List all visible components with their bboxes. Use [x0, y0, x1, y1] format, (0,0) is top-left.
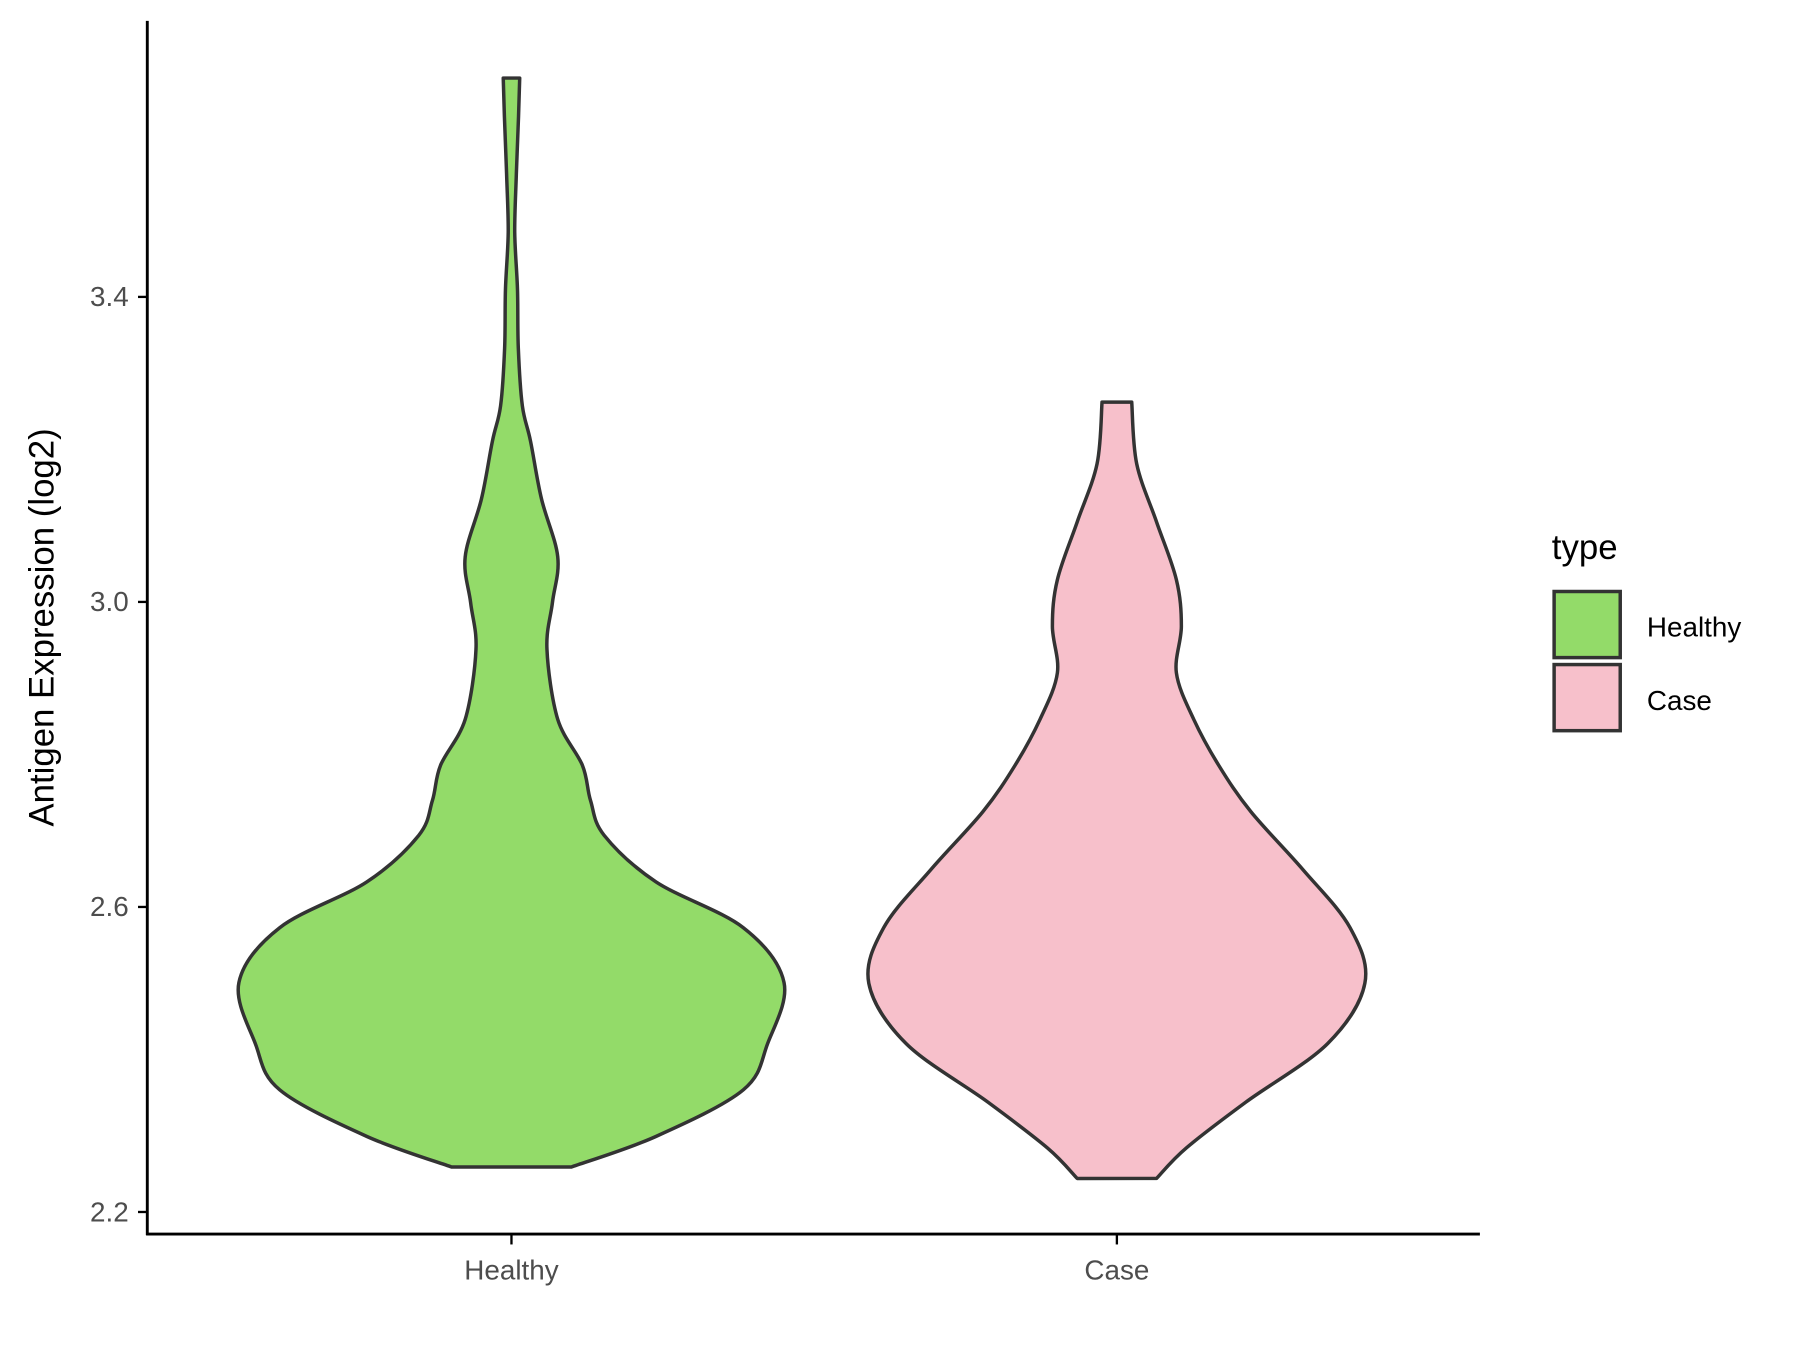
x-ticks: Healthy Case	[464, 1235, 1149, 1285]
y-tick-label: 3.0	[90, 586, 129, 617]
y-ticks: 2.2 2.6 3.0 3.4	[90, 281, 148, 1227]
legend-key-case	[1552, 662, 1622, 733]
x-tick-label: Case	[1084, 1254, 1149, 1285]
legend-label: Case	[1647, 685, 1712, 716]
legend-key-healthy	[1552, 589, 1622, 660]
legend-label: Healthy	[1647, 612, 1741, 643]
violin-healthy	[236, 76, 787, 1169]
y-tick-label: 2.6	[90, 891, 129, 922]
violin-case	[866, 400, 1368, 1181]
axes	[145, 20, 1480, 1236]
y-axis-title: Antigen Expression (log2)	[23, 428, 61, 826]
x-tick-label: Healthy	[464, 1254, 558, 1285]
y-tick-label: 3.4	[90, 281, 129, 312]
legend-title: type	[1552, 529, 1618, 567]
violins	[236, 76, 1368, 1181]
legend: type Healthy Case	[1552, 529, 1741, 733]
y-tick-label: 2.2	[90, 1196, 129, 1227]
